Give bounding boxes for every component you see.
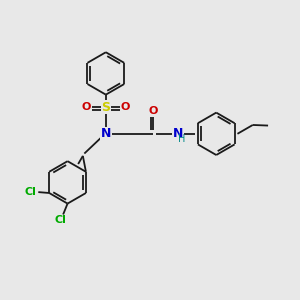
Text: Cl: Cl xyxy=(25,187,37,196)
Text: N: N xyxy=(100,127,111,140)
Text: O: O xyxy=(148,106,158,116)
Text: O: O xyxy=(81,102,91,112)
Text: Cl: Cl xyxy=(54,215,66,225)
Text: H: H xyxy=(178,134,185,143)
Text: S: S xyxy=(101,101,110,114)
Text: O: O xyxy=(121,102,130,112)
Text: N: N xyxy=(173,127,183,140)
